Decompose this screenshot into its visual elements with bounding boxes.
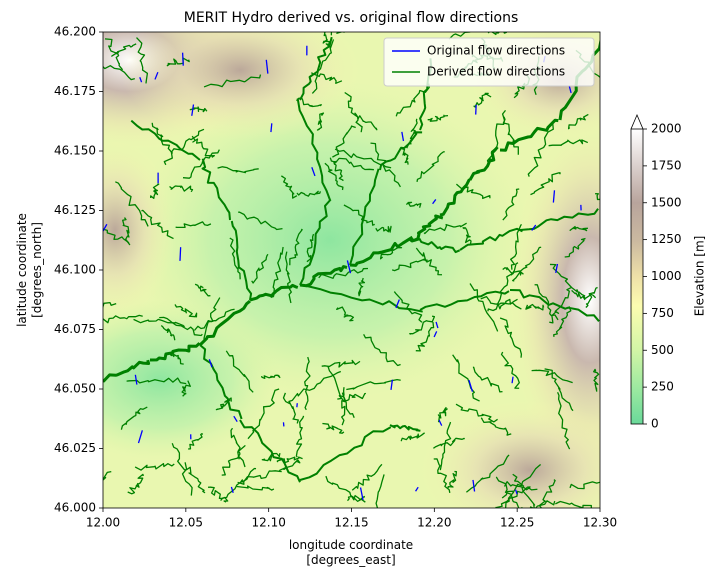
river-original — [183, 53, 184, 66]
x-tick-label: 12.30 — [583, 516, 617, 530]
legend-label: Derived flow directions — [427, 65, 565, 79]
colorbar-tick-label: 1000 — [651, 269, 682, 283]
terrain — [55, 140, 175, 320]
axis-label-line: longitude coordinate — [289, 538, 413, 552]
y-tick-label: 46.050 — [54, 382, 96, 396]
y-tick-label: 46.200 — [54, 25, 96, 39]
x-tick-label: 12.25 — [500, 516, 534, 530]
y-tick-label: 46.025 — [54, 441, 96, 455]
colorbar-extend — [631, 115, 643, 129]
colorbar-tick-label: 0 — [651, 417, 659, 431]
x-tick-label: 12.00 — [86, 516, 120, 530]
colorbar-label: Elevation [m] — [693, 236, 707, 317]
axis-label-line: [degrees_east] — [306, 553, 395, 567]
axis-label-line: [degrees_north] — [30, 222, 44, 318]
x-tick-label: 12.20 — [417, 516, 451, 530]
y-tick-label: 46.125 — [54, 203, 96, 217]
colorbar-tick-label: 250 — [651, 380, 674, 394]
river-original — [271, 123, 272, 132]
colorbar-tick-label: 2000 — [651, 122, 682, 136]
colorbar-tick-label: 750 — [651, 306, 674, 320]
y-tick-label: 46.150 — [54, 144, 96, 158]
y-tick-label: 46.075 — [54, 322, 96, 336]
legend-label: Original flow directions — [427, 44, 565, 58]
colorbar — [631, 129, 643, 424]
x-tick-label: 12.15 — [334, 516, 368, 530]
axis-label-line: latitude coordinate — [15, 213, 29, 327]
y-tick-label: 46.175 — [54, 84, 96, 98]
y-axis-label: latitude coordinate[degrees_north] — [15, 213, 44, 327]
legend: Original flow directions Derived flow dir… — [384, 38, 594, 86]
x-tick-label: 12.10 — [251, 516, 285, 530]
y-tick-label: 46.100 — [54, 263, 96, 277]
x-tick-label: 12.05 — [169, 516, 203, 530]
colorbar-tick-label: 1750 — [651, 158, 682, 172]
y-tick-label: 46.000 — [54, 501, 96, 515]
river-original — [180, 247, 181, 261]
colorbar-tick-label: 1250 — [651, 232, 682, 246]
chart-title: MERIT Hydro derived vs. original flow di… — [184, 10, 519, 26]
colorbar-tick-label: 500 — [651, 343, 674, 357]
colorbar-tick-label: 1500 — [651, 195, 682, 209]
x-axis-label: longitude coordinate[degrees_east] — [289, 538, 413, 567]
